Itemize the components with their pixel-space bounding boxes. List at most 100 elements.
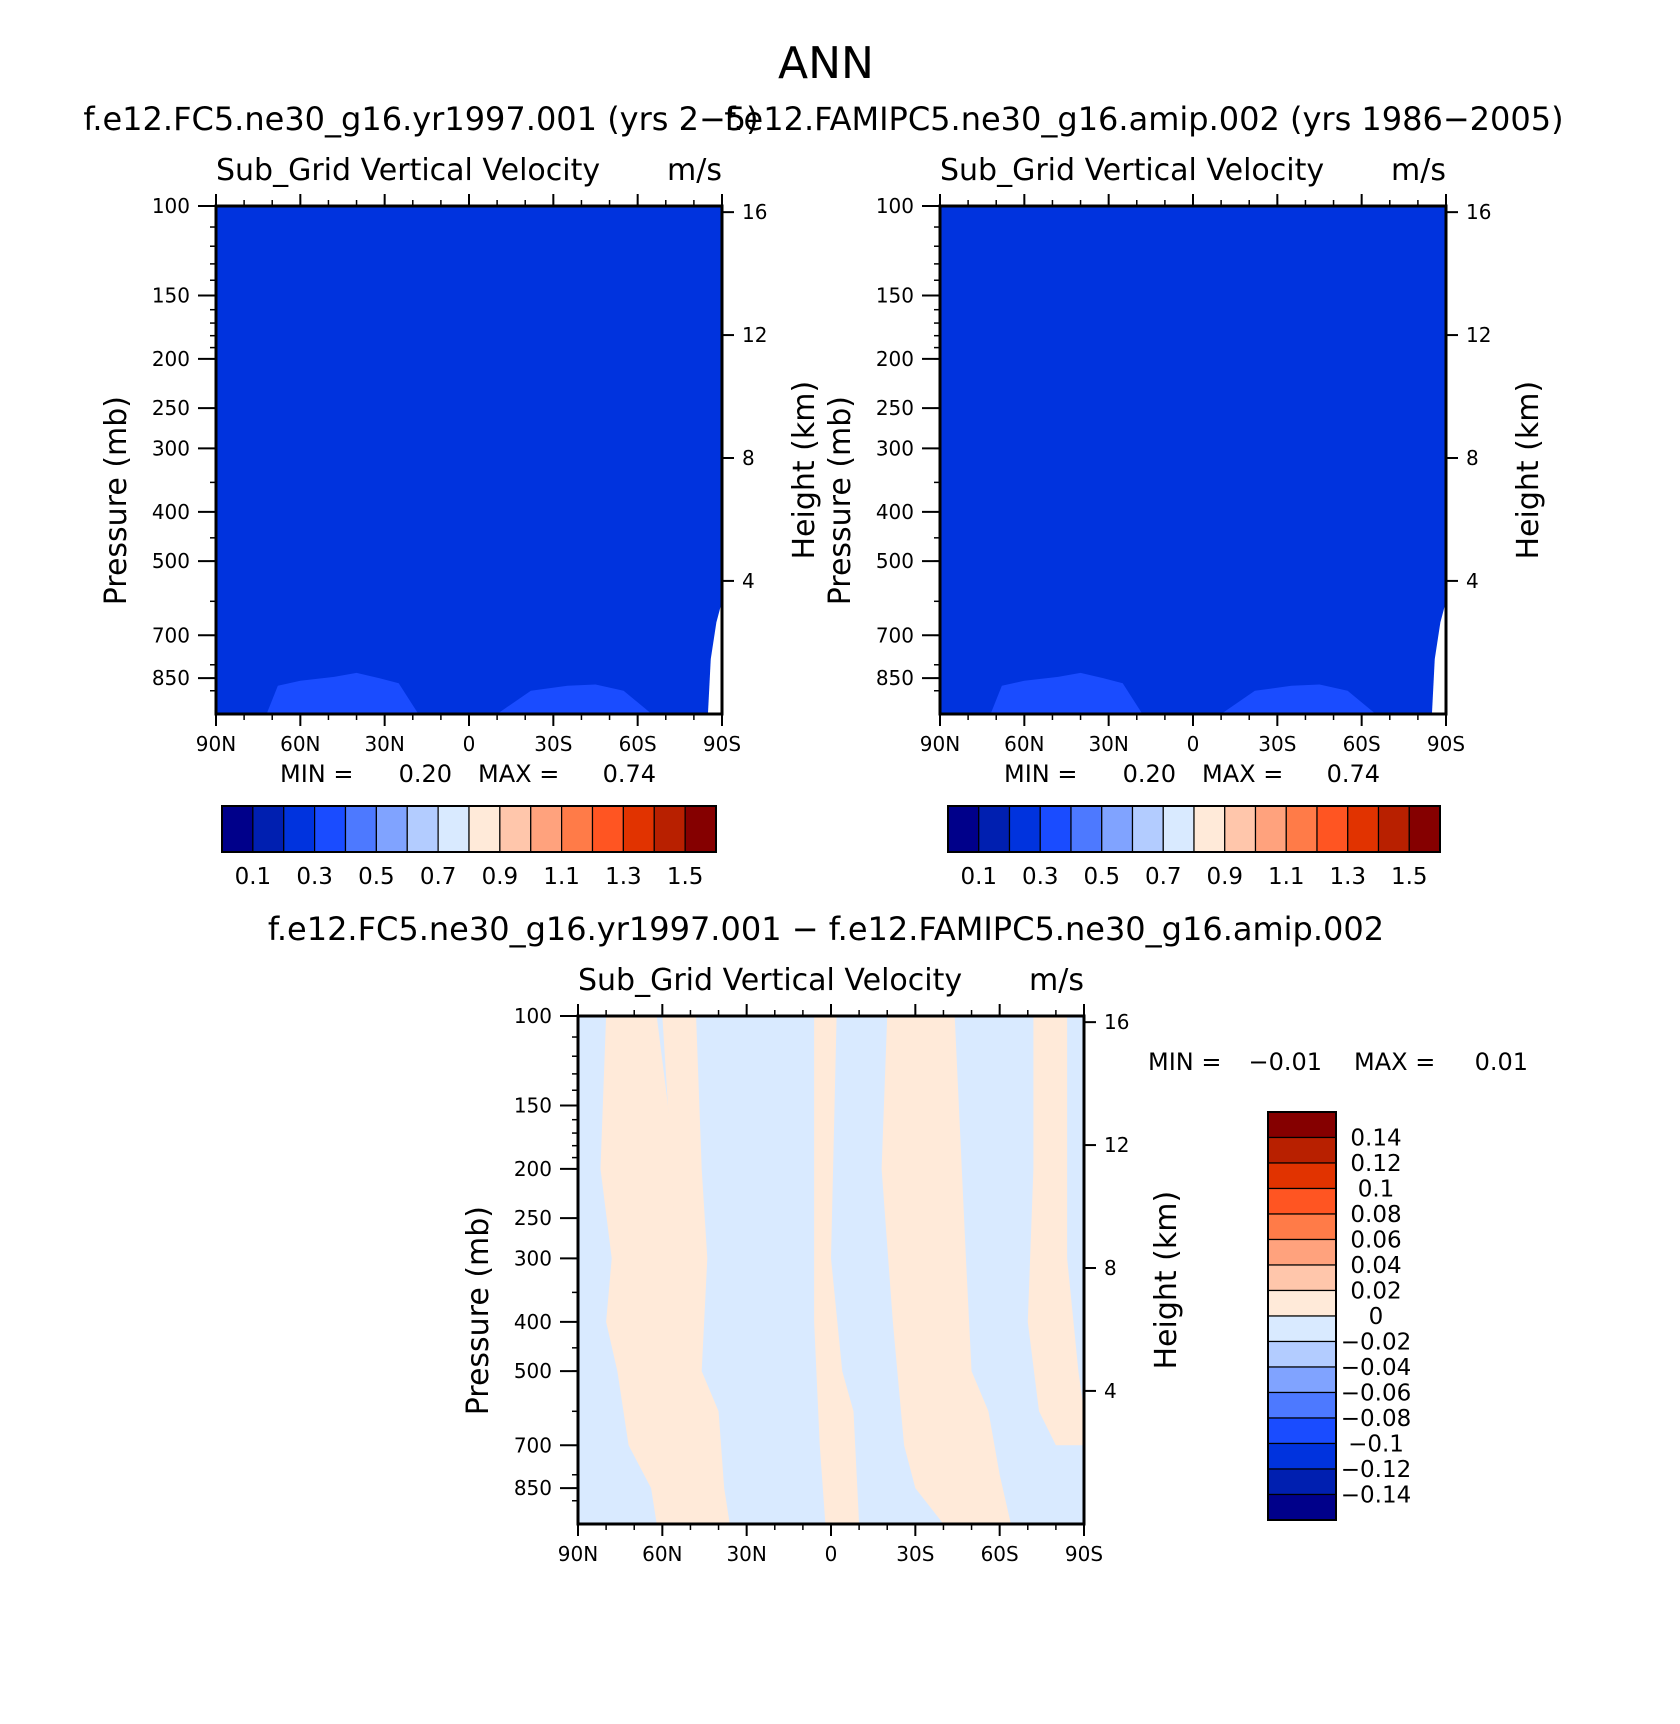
height-tick-label: 12: [742, 323, 767, 347]
colorbar-label: 0.14: [1350, 1126, 1401, 1152]
colorbar-label: −0.02: [1341, 1330, 1411, 1356]
colorbar-label: 0.5: [358, 864, 395, 890]
y-axis-label: Pressure (mb): [461, 1206, 496, 1415]
y-tick-label: 200: [514, 1157, 552, 1181]
y-tick-label: 500: [514, 1359, 552, 1383]
colorbar-label: 0.9: [1206, 864, 1243, 890]
colorbar-label: −0.1: [1348, 1432, 1404, 1458]
colorbar-swatch: [252, 805, 285, 853]
x-tick-label: 60N: [1004, 732, 1044, 756]
height-tick-label: 12: [1104, 1133, 1129, 1157]
y-tick-label: 100: [152, 194, 190, 218]
y-tick-label: 200: [876, 347, 914, 371]
right-axis-label: Height (km): [1149, 1191, 1184, 1370]
y-tick-label: 700: [152, 623, 190, 647]
height-tick-label: 12: [1466, 323, 1491, 347]
max-label: MAX =: [1202, 760, 1283, 788]
y-tick-label: 500: [152, 549, 190, 573]
height-tick-label: 16: [1104, 1010, 1129, 1034]
x-tick-label: 60S: [981, 1542, 1019, 1566]
colorbar-swatch: [1070, 805, 1103, 853]
colorbar-label: 1.5: [667, 864, 704, 890]
x-tick-label: 30S: [534, 732, 572, 756]
height-tick-label: 8: [742, 446, 755, 470]
colorbar-swatch: [1039, 805, 1072, 853]
min-label: MIN =: [1004, 760, 1077, 788]
contour-field: [940, 206, 1446, 714]
main-title: ANN: [778, 38, 874, 89]
colorbar-label: 0.7: [420, 864, 457, 890]
y-tick-label: 400: [876, 500, 914, 524]
colorbar-label: 0: [1369, 1304, 1384, 1330]
x-tick-label: 60N: [642, 1542, 682, 1566]
colorbar-swatch: [622, 805, 655, 853]
panel-2: f.e12.FAMIPC5.ne30_g16.amip.002 (yrs 198…: [724, 100, 1563, 890]
y-tick-label: 250: [514, 1206, 552, 1230]
colorbar-label: 0.1: [235, 864, 272, 890]
colorbar-label: 0.9: [482, 864, 519, 890]
colorbar-swatch: [1267, 1289, 1337, 1317]
contour-region: [497, 684, 652, 714]
contour-region: [1221, 684, 1376, 714]
contour-region: [1027, 1016, 1084, 1446]
colorbar-frame: [221, 805, 717, 853]
colorbar-swatch: [314, 805, 347, 853]
min-value: 0.20: [399, 760, 452, 788]
colorbar: 0.1 0.3 0.5 0.7 0.9 1.1 1.3 1.5: [221, 805, 717, 890]
colorbar-label: 0.04: [1350, 1253, 1401, 1279]
height-tick-label: 4: [742, 569, 755, 593]
height-tick-label: 8: [1466, 446, 1479, 470]
y-tick-label: 100: [876, 194, 914, 218]
missing-region: [1431, 601, 1446, 714]
colorbar-swatch: [1193, 805, 1226, 853]
colorbar-swatch: [1267, 1391, 1337, 1419]
contour-field: [216, 206, 722, 714]
colorbar-frame: [947, 805, 1441, 853]
colorbar-label: −0.12: [1341, 1457, 1411, 1483]
y-tick-label: 300: [514, 1246, 552, 1270]
right-axis-label: Height (km): [1511, 381, 1546, 560]
x-tick-label: 90S: [1427, 732, 1465, 756]
colorbar-label: 0.3: [296, 864, 333, 890]
colorbar-swatch: [1267, 1417, 1337, 1445]
y-tick-label: 700: [514, 1433, 552, 1457]
units-label: m/s: [1029, 963, 1084, 998]
min-value: −0.01: [1248, 1048, 1322, 1076]
x-tick-label: 30S: [896, 1542, 934, 1566]
x-tick-label: 90S: [703, 732, 741, 756]
units-label: m/s: [1391, 153, 1446, 188]
colorbar-swatch: [1316, 805, 1349, 853]
colorbar-label: −0.08: [1341, 1406, 1411, 1432]
y-axis-label: Pressure (mb): [823, 396, 858, 605]
right-axis-label: Height (km): [787, 381, 822, 560]
height-tick-label: 4: [1466, 569, 1479, 593]
colorbar-swatch: [1267, 1315, 1337, 1343]
case-title: f.e12.FAMIPC5.ne30_g16.amip.002 (yrs 198…: [724, 100, 1563, 138]
max-label: MAX =: [478, 760, 559, 788]
x-tick-label: 30N: [726, 1542, 766, 1566]
colorbar-swatch: [591, 805, 624, 853]
max-value: 0.74: [603, 760, 656, 788]
colorbar-swatch: [499, 805, 532, 853]
min-label: MIN =: [1148, 1048, 1221, 1076]
variable-label: Sub_Grid Vertical Velocity: [940, 153, 1324, 188]
y-tick-label: 400: [514, 1310, 552, 1334]
colorbar-swatch: [1285, 805, 1318, 853]
min-value: 0.20: [1123, 760, 1176, 788]
colorbar-label: 0.02: [1350, 1279, 1401, 1305]
x-tick-label: 90N: [196, 732, 236, 756]
x-tick-label: 90N: [920, 732, 960, 756]
colorbar-swatch: [468, 805, 501, 853]
x-tick-label: 90N: [558, 1542, 598, 1566]
y-tick-label: 850: [152, 666, 190, 690]
colorbar-label: −0.06: [1341, 1381, 1411, 1407]
colorbar-swatch: [437, 805, 470, 853]
case-title: f.e12.FC5.ne30_g16.yr1997.001 (yrs 2−5): [83, 100, 758, 138]
contour-region: [881, 1016, 1011, 1524]
colorbar-swatch: [978, 805, 1011, 853]
contour-region: [266, 672, 419, 714]
y-tick-label: 150: [514, 1093, 552, 1117]
height-tick-label: 16: [742, 200, 767, 224]
x-tick-label: 30N: [364, 732, 404, 756]
y-tick-label: 250: [152, 396, 190, 420]
